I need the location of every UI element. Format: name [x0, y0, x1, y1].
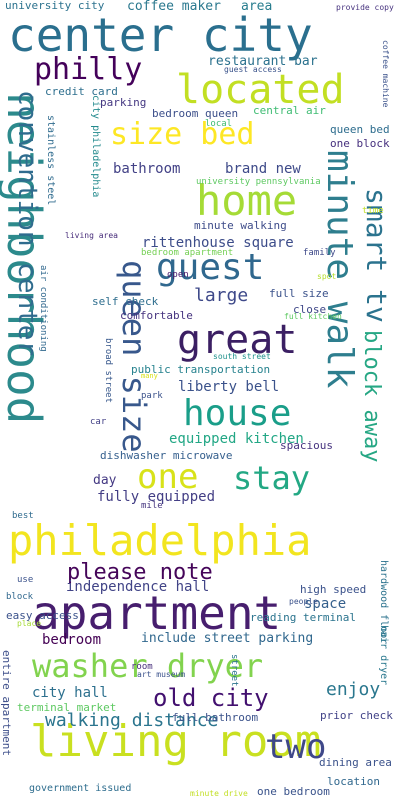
word: queen size: [115, 260, 153, 453]
word: hair dryer: [378, 625, 389, 686]
word: bedroom queen: [152, 107, 239, 120]
word: center city: [8, 8, 313, 62]
word: fully equipped: [97, 489, 216, 505]
word: space: [304, 596, 347, 612]
word: mile: [141, 501, 163, 511]
word: place: [17, 619, 42, 628]
word: spacious: [280, 439, 333, 452]
word: great: [177, 317, 298, 363]
word: house: [183, 393, 292, 434]
word: apartment: [32, 586, 282, 640]
word: walking distance: [45, 710, 219, 731]
word: family: [303, 248, 336, 258]
word: self check: [92, 295, 159, 308]
word: room: [131, 662, 153, 672]
word: central air: [253, 104, 326, 117]
word: best: [12, 511, 34, 521]
word: dining area: [319, 756, 392, 769]
word: public transportation: [131, 363, 271, 376]
word: art museum: [137, 670, 186, 679]
word: people: [289, 597, 318, 606]
word: provide copy: [336, 3, 394, 12]
word: coffee machine: [381, 40, 390, 108]
word: time: [362, 206, 384, 216]
word: independence hall: [66, 579, 210, 595]
word: convention center: [12, 90, 42, 357]
word: block: [6, 592, 34, 602]
word: philly: [34, 52, 143, 87]
word: bedroom: [42, 632, 102, 648]
word: full bathroom: [172, 711, 259, 724]
word: park: [141, 391, 163, 401]
word: minute walking: [194, 219, 287, 232]
word: high speed: [300, 583, 367, 596]
word: use: [17, 575, 34, 585]
word: size bed: [110, 117, 255, 152]
word: bedroom apartment: [141, 248, 234, 258]
word: parking: [100, 96, 147, 109]
word: liberty bell: [178, 379, 280, 395]
word: one block: [330, 137, 390, 150]
word: guest access: [224, 65, 282, 74]
word: many: [141, 372, 158, 380]
word: car: [90, 417, 107, 427]
word: south street: [213, 352, 271, 361]
word: spot: [317, 272, 337, 281]
word: old city: [153, 684, 269, 712]
word: stainless steel: [45, 115, 56, 206]
word: city hall: [32, 685, 108, 701]
word: minute drive: [190, 789, 248, 798]
word: full kitchen: [284, 312, 342, 321]
word: one bedroom: [257, 785, 330, 798]
word: one: [137, 457, 199, 497]
word: living area: [65, 231, 118, 240]
word: home: [196, 176, 298, 225]
word: credit card: [45, 85, 118, 98]
word: restaurant bar: [208, 54, 318, 69]
word: close: [293, 303, 327, 316]
word: minute walk: [319, 150, 360, 389]
word: city philadelphia: [90, 95, 101, 198]
word: guest: [156, 247, 265, 288]
word: equipped kitchen: [169, 431, 304, 447]
word: air conditioning: [38, 265, 48, 352]
word: full size: [269, 287, 329, 300]
word: reading terminal: [250, 611, 356, 624]
word: coffee maker: [127, 0, 221, 14]
word: enjoy: [326, 679, 381, 700]
word: large: [194, 285, 249, 306]
word: entire apartment: [0, 650, 13, 756]
word: local: [205, 119, 233, 129]
word: block away: [359, 330, 384, 463]
word: area: [241, 0, 273, 14]
word: government issued: [29, 783, 132, 794]
word: open: [167, 270, 189, 280]
word: location: [327, 775, 380, 788]
word: prior check: [320, 709, 393, 722]
word: rittenhouse square: [142, 235, 294, 251]
word: easy access: [6, 609, 79, 622]
word: stay: [233, 459, 311, 497]
word: please note: [67, 560, 213, 585]
word: washer dryer: [32, 647, 264, 685]
word: day: [93, 473, 117, 488]
word: philadelphia: [8, 516, 312, 565]
word: queen bed: [330, 123, 390, 136]
word: two: [265, 727, 327, 767]
word: street: [229, 654, 239, 687]
word: terminal market: [17, 701, 117, 714]
word: comfortable: [120, 309, 193, 322]
word: broad street: [103, 338, 113, 404]
word: dishwasher microwave: [100, 449, 233, 462]
word: living room: [30, 716, 322, 767]
word: university city: [5, 0, 105, 12]
word: include street parking: [141, 631, 314, 646]
word: university pennsylvania: [196, 177, 321, 187]
word: bathroom: [113, 161, 181, 177]
word: brand new: [225, 161, 301, 177]
word: located: [176, 67, 345, 113]
